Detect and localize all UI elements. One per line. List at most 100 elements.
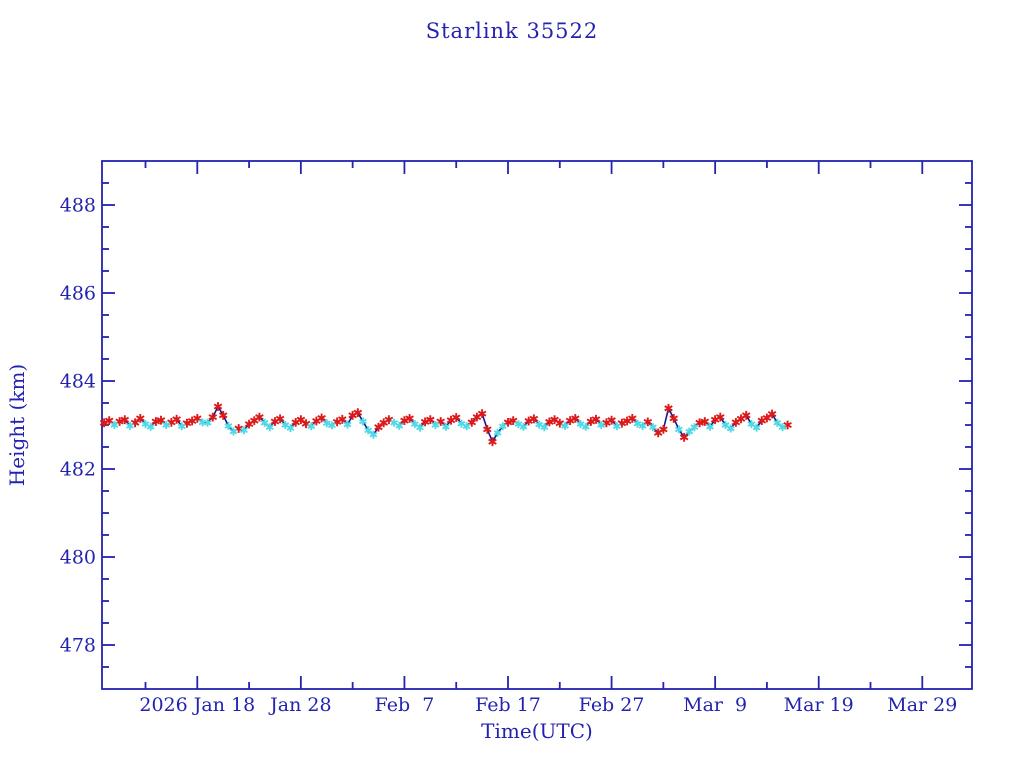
data-point-marker xyxy=(540,423,549,432)
data-point-marker xyxy=(498,422,507,431)
data-point-marker xyxy=(741,410,751,420)
data-point-marker xyxy=(224,421,233,430)
data-point-marker xyxy=(581,422,590,431)
data-point-marker xyxy=(255,412,264,422)
data-point-marker xyxy=(519,422,528,431)
data-point-marker xyxy=(591,414,601,424)
chart-title: Starlink 35522 xyxy=(425,19,599,43)
data-point-marker xyxy=(726,424,735,433)
data-point-marker xyxy=(353,408,363,418)
data-point-marker xyxy=(488,437,497,447)
data-point-marker xyxy=(664,403,673,413)
data-point-marker xyxy=(229,427,238,436)
x-tick-label: Mar 9 xyxy=(683,694,747,716)
data-point-marker xyxy=(529,414,539,424)
data-point-marker xyxy=(275,414,285,424)
data-point-marker xyxy=(156,415,166,425)
data-point-marker xyxy=(151,417,161,426)
data-point-marker xyxy=(146,422,155,431)
data-point-marker xyxy=(364,426,373,435)
data-point-marker xyxy=(706,422,714,431)
data-point-marker xyxy=(416,423,424,432)
x-tick-labels: 2026 Jan 18 Jan 28 Feb 7 Feb 17 Feb 27 Mar 9 M… xyxy=(139,694,957,716)
data-point-marker xyxy=(208,412,218,422)
data-point-marker xyxy=(120,415,130,425)
x-tick-label: 2026 Jan 18 xyxy=(139,694,255,716)
data-point-marker xyxy=(752,423,761,432)
data-point-marker xyxy=(679,432,689,442)
data-point-marker xyxy=(700,417,710,426)
data-point-marker xyxy=(162,421,171,429)
data-point-marker xyxy=(493,428,502,437)
data-point-marker xyxy=(716,412,725,422)
data-point-marker xyxy=(126,421,134,430)
data-point-marker xyxy=(213,402,223,411)
y-tick-label: 484 xyxy=(60,371,96,393)
data-point-marker xyxy=(338,414,347,424)
data-point-marker xyxy=(374,422,383,432)
cyan-asterisk-markers xyxy=(110,417,787,439)
data-point-marker xyxy=(104,416,114,425)
x-axis-title: Time(UTC) xyxy=(481,719,593,743)
data-point-marker xyxy=(597,421,606,429)
axis-ticks xyxy=(102,161,972,689)
y-tick-label: 488 xyxy=(60,195,96,217)
data-point-marker xyxy=(690,423,699,432)
y-tick-label: 480 xyxy=(60,547,96,569)
data-point-marker xyxy=(405,414,414,423)
data-point-marker xyxy=(773,418,782,427)
data-point-marker xyxy=(177,422,186,431)
data-point-marker xyxy=(390,418,399,427)
data-point-marker xyxy=(674,425,683,434)
data-point-marker xyxy=(778,423,787,432)
data-point-marker xyxy=(359,417,367,426)
data-point-marker xyxy=(607,415,616,425)
data-point-marker xyxy=(327,421,336,430)
data-point-marker xyxy=(695,418,704,428)
data-point-marker xyxy=(685,427,694,436)
data-point-marker xyxy=(286,424,295,433)
data-point-marker xyxy=(426,415,435,425)
data-point-marker xyxy=(260,418,269,427)
data-point-marker xyxy=(218,410,228,420)
data-point-marker xyxy=(649,423,657,432)
x-tick-label: Jan 28 xyxy=(268,694,331,716)
red-asterisk-markers xyxy=(99,402,792,447)
data-point-marker xyxy=(767,409,777,419)
data-point-marker xyxy=(451,413,461,422)
data-point-marker xyxy=(369,430,378,439)
data-point-marker xyxy=(659,425,668,434)
data-point-marker xyxy=(203,418,212,427)
data-point-marker xyxy=(110,421,119,429)
data-point-marker xyxy=(239,426,248,435)
data-point-marker xyxy=(638,421,647,430)
data-point-marker xyxy=(561,421,569,430)
data-point-marker xyxy=(172,414,181,424)
data-point-marker xyxy=(612,422,621,431)
data-point-marker xyxy=(669,414,678,423)
y-tick-label: 486 xyxy=(60,283,96,305)
x-tick-label: Feb 7 xyxy=(375,694,435,716)
data-point-marker xyxy=(265,423,274,432)
data-point-marker xyxy=(431,421,440,429)
data-point-marker xyxy=(483,425,492,434)
x-tick-label: Feb 27 xyxy=(579,694,645,716)
data-point-marker xyxy=(441,422,450,431)
data-point-marker xyxy=(395,421,404,430)
data-point-marker xyxy=(343,420,352,429)
data-point-marker xyxy=(571,414,580,423)
data-point-marker xyxy=(477,409,487,418)
data-point-marker xyxy=(136,414,145,423)
x-tick-label: Mar 29 xyxy=(887,694,957,716)
y-tick-labels: 478 480 482 484 486 488 xyxy=(60,195,96,657)
data-point-marker xyxy=(384,415,394,425)
data-point-marker xyxy=(317,413,326,423)
y-tick-label: 482 xyxy=(60,459,96,481)
data-point-marker xyxy=(462,422,471,431)
x-tick-label: Mar 19 xyxy=(784,694,854,716)
data-point-marker xyxy=(628,414,637,423)
y-tick-label: 478 xyxy=(60,635,96,657)
data-point-marker xyxy=(307,422,316,431)
